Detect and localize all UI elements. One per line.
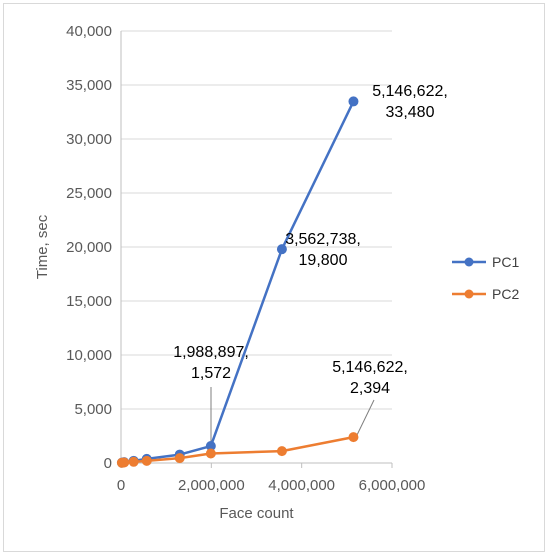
y-tick-label: 25,000 [66, 185, 112, 202]
legend: PC1 PC2 [452, 254, 519, 302]
legend-marker-pc1 [464, 257, 474, 267]
x-tick-label: 6,000,000 [359, 477, 426, 494]
data-label: 5,146,622, [372, 83, 448, 100]
series-line-pc2 [121, 435, 354, 465]
y-tick-label: 0 [104, 455, 112, 472]
data-point-pc2 [348, 432, 359, 443]
data-label: 1,988,897, [173, 344, 249, 361]
chart-frame [3, 3, 545, 552]
y-tick-label: 15,000 [66, 293, 112, 310]
y-tick-label: 40,000 [66, 23, 112, 40]
y-axis-title: Time, sec [34, 214, 51, 279]
data-point-pc2 [174, 453, 185, 464]
data-label: 2,394 [350, 380, 390, 397]
y-tick-label: 10,000 [66, 347, 112, 364]
data-label: 33,480 [386, 104, 435, 121]
x-tick-label: 0 [117, 477, 125, 494]
data-point-pc2 [276, 446, 287, 457]
data-point-pc2 [119, 457, 130, 468]
data-point-pc1 [276, 244, 287, 255]
data-point-pc2 [141, 455, 152, 466]
y-tick-label: 5,000 [74, 401, 112, 418]
axes: 0 5,000 10,000 15,000 20,000 25,000 30,000 35,0… [66, 23, 425, 494]
series-line-pc1 [121, 100, 355, 464]
data-label: 19,800 [299, 252, 348, 269]
data-label: 3,562,738, [285, 231, 361, 248]
gridlines [121, 30, 392, 410]
data-labels: 5,146,622, 33,480 3,562,738, 19,800 1,988,89… [173, 83, 448, 397]
data-label: 1,572 [191, 365, 231, 382]
series-layer [116, 96, 359, 468]
data-point-pc2 [128, 456, 139, 467]
data-label: 5,146,622, [332, 359, 408, 376]
x-axis-title: Face count [219, 505, 294, 522]
y-tick-label: 35,000 [66, 77, 112, 94]
y-tick-label: 30,000 [66, 131, 112, 148]
label-leader-line [356, 399, 375, 436]
legend-label-pc2: PC2 [492, 286, 519, 302]
data-point-pc2 [205, 448, 216, 459]
data-point-pc1 [348, 96, 359, 107]
legend-marker-pc2 [464, 289, 474, 299]
x-tick-label: 2,000,000 [178, 477, 245, 494]
leader-lines [210, 387, 375, 446]
y-tick-label: 20,000 [66, 239, 112, 256]
legend-label-pc1: PC1 [492, 254, 519, 270]
x-tick-label: 4,000,000 [268, 477, 335, 494]
